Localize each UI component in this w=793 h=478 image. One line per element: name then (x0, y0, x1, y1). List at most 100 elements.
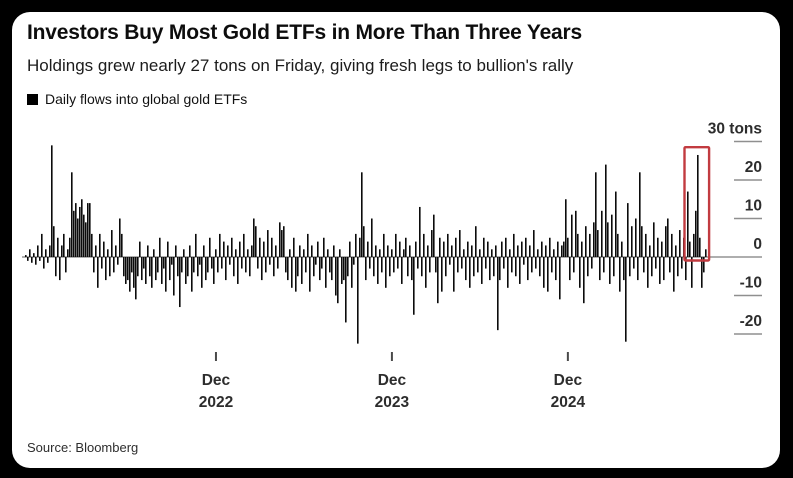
bar (603, 257, 605, 273)
bar (331, 257, 333, 281)
bar (415, 241, 417, 257)
bar (81, 199, 83, 257)
bar (327, 249, 329, 257)
bar (685, 257, 687, 281)
bar (163, 257, 165, 269)
x-tick-label-month: Dec (202, 372, 231, 389)
bar (609, 257, 611, 284)
bar (673, 257, 675, 292)
bar (265, 257, 267, 273)
bar (453, 257, 455, 292)
bar (271, 237, 273, 257)
bar (551, 257, 553, 273)
bar (229, 257, 231, 265)
bar (231, 237, 233, 257)
bar (201, 257, 203, 288)
bar (457, 257, 459, 273)
bar (35, 257, 37, 265)
bar (293, 237, 295, 257)
bar (115, 245, 117, 257)
bar (295, 257, 297, 292)
bar (563, 241, 565, 257)
bar (69, 237, 71, 257)
bar (461, 257, 463, 269)
bar (539, 257, 541, 277)
bar (41, 233, 43, 257)
bar (581, 241, 583, 257)
bar (31, 257, 33, 263)
chart-title: Investors Buy Most Gold ETFs in More Tha… (27, 21, 582, 44)
x-tick-label-year: 2022 (199, 394, 233, 411)
bar (283, 226, 285, 257)
bar (405, 237, 407, 257)
bar (425, 257, 427, 288)
bar (167, 241, 169, 257)
bar (113, 257, 115, 273)
bar (25, 255, 27, 257)
bar (137, 257, 139, 277)
bar (279, 222, 281, 257)
bar (263, 241, 265, 257)
bar (129, 257, 131, 292)
bar (73, 210, 75, 257)
bar (369, 257, 371, 269)
bar (367, 241, 369, 257)
bar (111, 230, 113, 257)
bar (663, 257, 665, 281)
bar (159, 237, 161, 257)
bar (337, 257, 339, 304)
bar (211, 257, 213, 269)
bar (541, 241, 543, 257)
bar (301, 257, 303, 284)
x-tick-label-year: 2023 (375, 394, 410, 411)
bar (117, 257, 119, 265)
bar (651, 257, 653, 277)
bar (245, 257, 247, 273)
bar (223, 241, 225, 257)
bar (579, 257, 581, 288)
bar (237, 257, 239, 284)
bar (259, 237, 261, 257)
bar (359, 237, 361, 257)
bar (643, 257, 645, 273)
bar (409, 245, 411, 257)
bar (625, 257, 627, 342)
bar (483, 237, 485, 257)
bar (493, 257, 495, 277)
bar (373, 257, 375, 277)
bar (407, 257, 409, 277)
bar (357, 257, 359, 344)
legend: Daily flows into global gold ETFs (27, 91, 247, 107)
bar (437, 257, 439, 304)
bar (597, 230, 599, 257)
bar (705, 249, 707, 257)
bar (63, 233, 65, 257)
bar (193, 257, 195, 273)
y-tick-label: 10 (745, 198, 762, 215)
bar (395, 233, 397, 257)
bar (347, 257, 349, 277)
bar (511, 257, 513, 273)
bar (611, 214, 613, 257)
bar (433, 214, 435, 257)
bar (45, 249, 47, 257)
bar (445, 257, 447, 277)
bar (549, 237, 551, 257)
bar (525, 237, 527, 257)
bar (679, 230, 681, 257)
bar (557, 241, 559, 257)
bar (491, 249, 493, 257)
bar (469, 257, 471, 288)
bar (43, 257, 45, 269)
bar (503, 257, 505, 269)
bar (241, 257, 243, 269)
bar (659, 257, 661, 284)
bar (355, 233, 357, 257)
bar (497, 257, 499, 331)
bar (613, 257, 615, 277)
bar (325, 257, 327, 288)
bar (173, 257, 175, 296)
bar (565, 199, 567, 257)
chart-card: Investors Buy Most Gold ETFs in More Tha… (12, 12, 780, 468)
bar (251, 245, 253, 257)
